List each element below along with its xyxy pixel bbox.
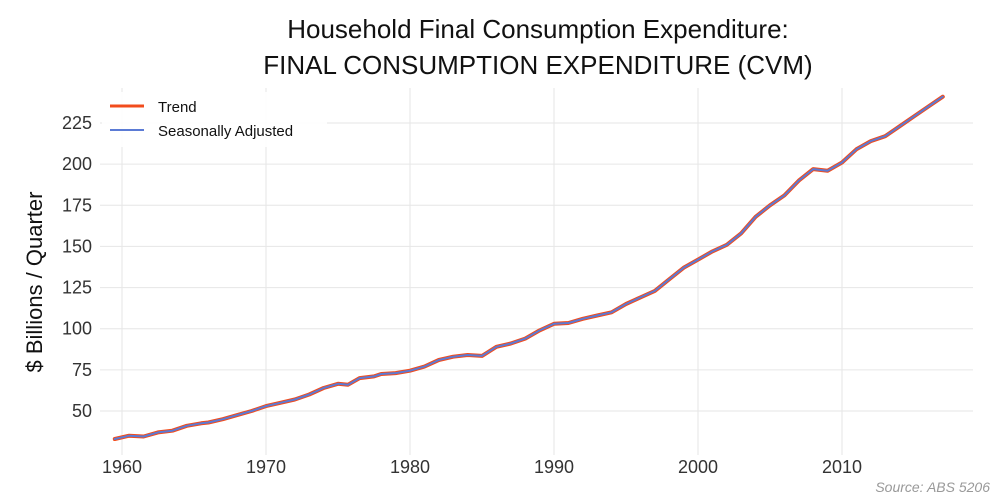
y-tick-label: 200 [62, 154, 92, 174]
y-tick-label: 225 [62, 113, 92, 133]
series-lines [112, 94, 945, 441]
legend-label-seasonally-adjusted: Seasonally Adjusted [158, 123, 293, 140]
y-tick-label: 50 [72, 401, 92, 421]
x-tick-label: 1980 [390, 457, 430, 477]
y-tick-label: 150 [62, 236, 92, 256]
tick-labels: 50 75 100 125 150 175 200 225 1960 1970 1980 1990 20… [62, 113, 862, 477]
grid [100, 88, 973, 455]
y-tick-label: 75 [72, 360, 92, 380]
chart-title-line-2: FINAL CONSUMPTION EXPENDITURE (CVM) [263, 50, 812, 80]
y-tick-label: 100 [62, 319, 92, 339]
legend: Trend Seasonally Adjusted [102, 92, 327, 147]
series-line-trend [112, 94, 945, 441]
series-line-seasonally-adjusted [113, 95, 944, 440]
y-tick-label: 175 [62, 195, 92, 215]
y-tick-label: 125 [62, 278, 92, 298]
legend-label-trend: Trend [158, 99, 197, 116]
legend-box [102, 92, 327, 147]
y-axis-label: $ Billions / Quarter [22, 192, 47, 373]
chart-title-line-1: Household Final Consumption Expenditure: [287, 14, 789, 44]
x-tick-label: 2000 [678, 457, 718, 477]
x-tick-label: 1990 [534, 457, 574, 477]
source-note: Source: ABS 5206 [875, 479, 990, 495]
x-tick-label: 1960 [102, 457, 142, 477]
x-tick-label: 1970 [246, 457, 286, 477]
x-tick-label: 2010 [822, 457, 862, 477]
